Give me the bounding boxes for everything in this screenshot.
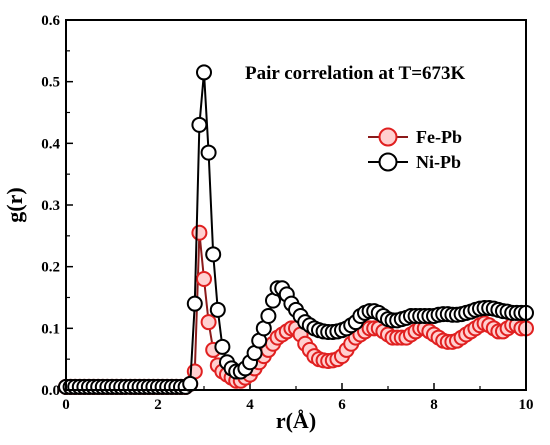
data-point-fe-pb: [191, 224, 208, 241]
data-point-ni-pb: [205, 246, 222, 263]
data-point-ni-pb: [191, 116, 208, 133]
x-tick-label: 0: [62, 397, 70, 413]
data-point-ni-pb: [200, 144, 217, 161]
x-tick-label: 10: [519, 397, 534, 413]
y-tick-label: 0.0: [41, 383, 60, 399]
legend-label: Fe-Pb: [416, 127, 462, 147]
y-axis-label: g(r): [2, 187, 27, 222]
data-point-ni-pb: [182, 375, 199, 392]
x-tick-label: 8: [430, 397, 438, 413]
x-tick-label: 2: [154, 397, 162, 413]
legend-label: Ni-Pb: [416, 152, 461, 172]
x-tick-label: 6: [338, 397, 346, 413]
legend-marker: [378, 127, 398, 147]
x-axis-label: r(Å): [276, 408, 316, 433]
plot-frame: [65, 19, 527, 391]
data-point-ni-pb: [196, 64, 212, 81]
series-ni-pb: [58, 64, 534, 395]
chart-title: Pair correlation at T=673K: [245, 63, 466, 84]
y-tick-label: 0.2: [41, 260, 60, 276]
y-tick-label: 0.5: [41, 75, 60, 91]
legend: Fe-Pb Ni-Pb: [368, 127, 462, 172]
data-point-ni-pb: [209, 301, 226, 318]
data-point-fe-pb: [196, 271, 212, 287]
x-tick-label: 4: [246, 397, 254, 413]
y-tick-label: 0.4: [41, 136, 60, 152]
y-tick-label: 0.6: [41, 13, 60, 29]
data-point-fe-pb: [200, 314, 217, 331]
data-point-ni-pb: [186, 295, 203, 312]
data-point-ni-pb: [260, 308, 277, 324]
y-tick-label: 0.1: [41, 321, 60, 337]
legend-marker: [378, 152, 398, 172]
legend-item-ni-pb: Ni-Pb: [368, 152, 461, 172]
data-point-ni-pb: [214, 338, 231, 355]
y-tick-label: 0.3: [41, 198, 60, 214]
legend-item-fe-pb: Fe-Pb: [368, 127, 462, 147]
series-layer: [58, 64, 534, 395]
